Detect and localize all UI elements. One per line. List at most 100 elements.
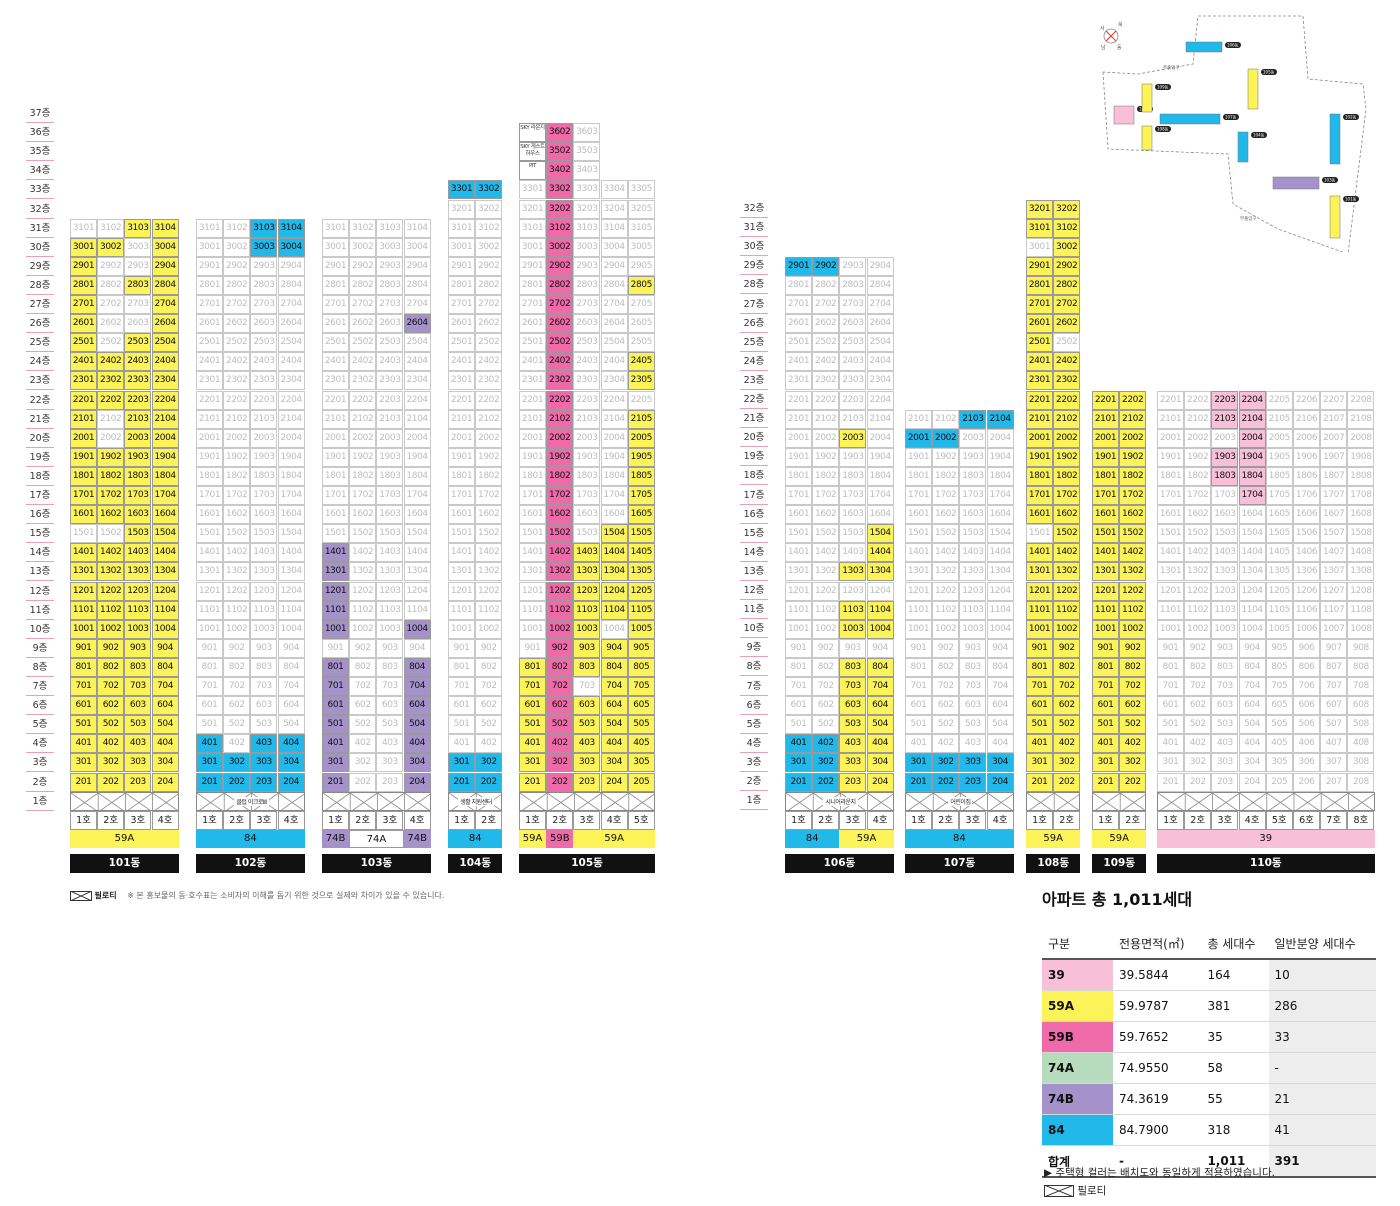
type-label: 59A	[1092, 829, 1147, 848]
unit-cell: 2004	[1238, 428, 1266, 448]
unit-cell: 703	[839, 677, 867, 696]
unit-cell: 1704	[600, 486, 628, 505]
unit-cell: 801	[1026, 657, 1053, 677]
unit-cell: 1602	[97, 505, 125, 525]
summary-row: 39 39.5844 164 10	[1042, 959, 1376, 991]
floor-label: 10층	[740, 619, 768, 639]
unit-cell: 1605	[627, 505, 655, 525]
summary-total: 58	[1201, 1052, 1269, 1084]
floor-label: 19층	[26, 448, 54, 467]
unit-cell: 202	[1184, 772, 1212, 792]
unit-cell: 1005	[1265, 619, 1293, 639]
unit-cell: 508	[1347, 715, 1375, 735]
unit-cell: 1402	[475, 543, 503, 563]
unit-cell: 1302	[1053, 562, 1081, 582]
unit-cell: 402	[1184, 734, 1212, 754]
unit-cell: 202	[1053, 772, 1081, 792]
unit-cell: 2704	[600, 295, 628, 314]
map-building-tag	[1343, 114, 1359, 120]
unit-cell: 802	[546, 657, 574, 677]
unit-cell: 605	[1265, 696, 1293, 716]
unit-cell: 1002	[475, 619, 503, 639]
unit-cell: 702	[475, 677, 503, 696]
unit-cell: 401	[70, 734, 97, 754]
unit-cell: 2401	[70, 352, 97, 372]
summary-general: 33	[1268, 1021, 1376, 1053]
unit-cell: 1001	[785, 619, 812, 639]
unit-cell: 1303	[573, 562, 601, 582]
unit-cell: 1004	[403, 619, 431, 639]
unit-cell: 504	[986, 715, 1014, 735]
map-building-label: 106동	[1227, 43, 1239, 48]
unit-cell: 1203	[250, 581, 278, 601]
unit-cell: 1202	[546, 581, 574, 601]
unit-cell: 1001	[70, 619, 97, 639]
map-building	[1329, 113, 1341, 165]
unit-cell: 2802	[1053, 275, 1081, 295]
unit-cell: 502	[349, 715, 377, 735]
unit-cell: 1708	[1347, 486, 1375, 505]
unit-cell: 1203	[959, 581, 987, 601]
unit-cell: 1701	[448, 486, 475, 505]
unit-cell: 402	[1053, 734, 1081, 754]
unit-cell: 1802	[349, 466, 377, 486]
unit-cell: 808	[1347, 657, 1375, 677]
floor-label: 10층	[26, 620, 54, 639]
unit-cell: 1803	[250, 466, 278, 486]
summary-type: 59B	[1042, 1021, 1113, 1053]
unit-cell: 1603	[250, 505, 278, 525]
unit-cell: 1203	[573, 581, 601, 601]
unit-cell: 301	[70, 753, 97, 773]
unit-cell: 2802	[97, 275, 125, 295]
unit-cell: 603	[376, 696, 404, 716]
unit-cell: 1601	[1092, 505, 1119, 525]
floor-label: 6층	[26, 696, 54, 716]
unit-cell: 2901	[1026, 256, 1053, 276]
unit-cell: 1902	[349, 447, 377, 467]
building-name: 110동	[1157, 853, 1375, 873]
map-building-label: 104동	[1253, 133, 1265, 138]
unit-cell: 1101	[905, 600, 932, 620]
unit-cell: 2701	[1026, 295, 1053, 314]
unit-cell: 2304	[403, 371, 431, 391]
unit-cell: 1003	[959, 619, 987, 639]
unit-cell: 1501	[322, 524, 349, 544]
ho-label: 4호	[866, 810, 894, 830]
unit-cell: 2102	[546, 409, 574, 429]
unit-cell: 1201	[196, 581, 223, 601]
unit-cell: 901	[519, 638, 546, 658]
floor-label: 32층	[26, 200, 54, 219]
unit-cell: 1802	[1053, 466, 1081, 486]
pilotis-row: 클럽 이크로Ⅲ	[196, 791, 305, 811]
unit-cell: 202	[97, 772, 125, 792]
unit-cell: 403	[250, 734, 278, 754]
unit-cell: 1801	[196, 466, 223, 486]
unit-cell: 903	[124, 638, 152, 658]
pilotis-legend: 필로티 ※ 본 홍보물의 동·호수표는 소비자의 이해를 돕기 위한 것으로 실…	[69, 890, 444, 901]
unit-cell: 601	[1157, 696, 1184, 716]
unit-cell: 1302	[223, 562, 251, 582]
ho-label: 3호	[376, 810, 404, 830]
unit-cell: 2101	[519, 409, 546, 429]
unit-cell: 1701	[1092, 486, 1119, 505]
unit-cell: 2202	[97, 390, 125, 410]
floor-label: 14층	[26, 543, 54, 563]
unit-cell: 505	[627, 715, 655, 735]
unit-cell: 403	[573, 734, 601, 754]
unit-cell: 2902	[223, 256, 251, 276]
floor-label: 8층	[26, 658, 54, 677]
unit-cell: 1603	[376, 505, 404, 525]
unit-cell: 201	[1157, 772, 1184, 792]
map-building-label: 109동	[1157, 85, 1169, 90]
unit-cell: 3305	[627, 180, 655, 200]
unit-cell: 1102	[546, 600, 574, 620]
unit-cell: 1404	[866, 543, 894, 563]
unit-cell: 2304	[151, 371, 179, 391]
unit-cell: 1703	[1211, 486, 1239, 505]
pilotis-label: 필로티	[94, 891, 117, 900]
unit-cell: 2201	[70, 390, 97, 410]
unit-cell: 1206	[1293, 581, 1320, 601]
summary-pilotis-legend: 필로티	[1043, 1183, 1106, 1198]
unit-cell: 3002	[223, 237, 251, 257]
unit-cell: 3202	[546, 199, 574, 219]
